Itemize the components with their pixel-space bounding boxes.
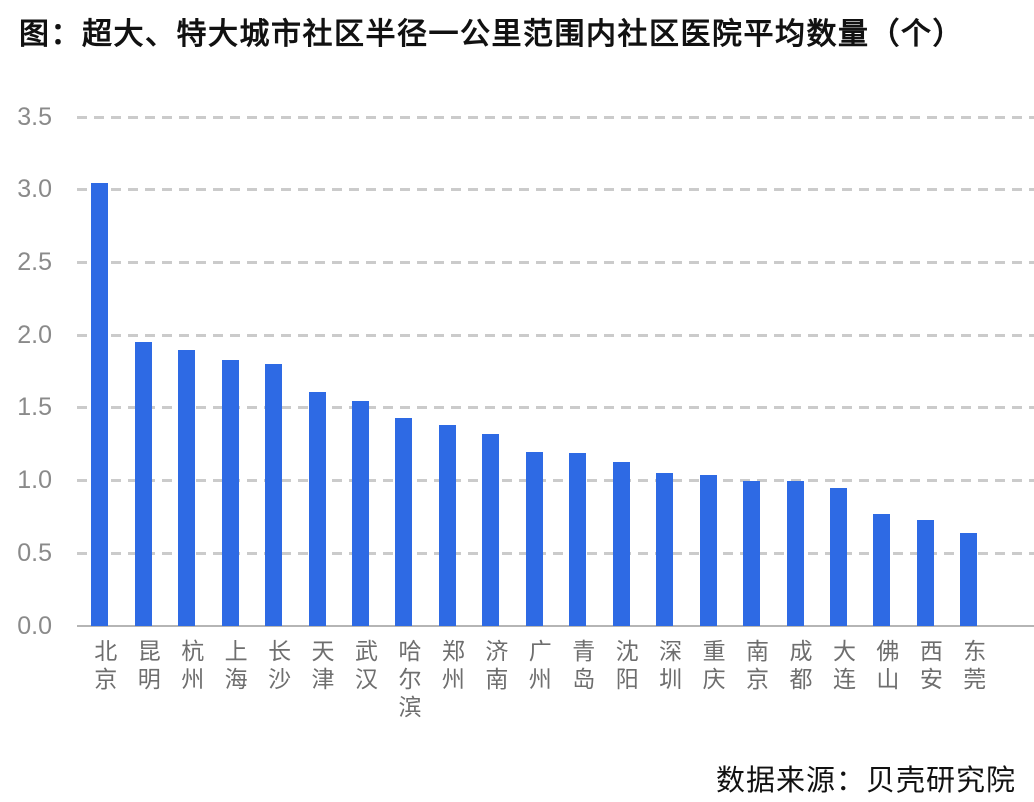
gridline	[77, 333, 1034, 337]
x-tick-label: 济南	[481, 639, 508, 695]
y-tick-label: 0.5	[17, 538, 52, 567]
y-tick-label: 2.5	[17, 248, 52, 276]
bar-郑州	[438, 425, 456, 626]
bar-哈尔滨	[395, 418, 413, 626]
bar-杭州	[178, 349, 196, 626]
x-tick-label: 郑州	[438, 639, 465, 695]
bar-昆明	[134, 342, 152, 626]
bar-西安	[916, 519, 934, 626]
gridline	[77, 261, 1034, 264]
bar-南京	[743, 480, 761, 626]
x-axis-line	[77, 625, 1034, 627]
chart-title: 图：超大、特大城市社区半径一公里范围内社区医院平均数量（个）	[19, 18, 964, 51]
bar-深圳	[656, 473, 674, 626]
bar-东莞	[960, 532, 978, 626]
x-tick-label: 西安	[916, 639, 943, 695]
x-tick-label: 重庆	[699, 639, 726, 695]
x-tick-label: 佛山	[872, 639, 899, 695]
gridline	[77, 479, 1034, 483]
x-tick-label: 武汉	[351, 639, 378, 695]
y-tick-label: 2.0	[17, 320, 52, 349]
x-tick-label: 杭州	[177, 639, 204, 695]
bar-成都	[786, 480, 804, 626]
bar-大连	[829, 487, 847, 626]
x-tick-label: 大连	[829, 639, 856, 695]
x-tick-label: 上海	[221, 639, 248, 695]
bar-青岛	[569, 452, 587, 626]
x-tick-label: 昆明	[134, 639, 161, 695]
bar-北京	[91, 182, 109, 626]
x-tick-label: 成都	[786, 639, 812, 695]
bar-济南	[482, 434, 500, 626]
x-tick-label: 北京	[90, 639, 117, 695]
x-tick-label: 天津	[308, 639, 335, 695]
bar-沈阳	[612, 461, 630, 626]
y-tick-label: 3.5	[17, 102, 52, 131]
bar-长沙	[265, 364, 283, 626]
y-tick-label: 3.0	[17, 175, 52, 204]
x-tick-label: 沈阳	[612, 639, 639, 695]
gridline	[77, 406, 1034, 410]
bar-重庆	[699, 474, 717, 626]
x-tick-label: 东莞	[959, 639, 986, 695]
y-tick-label: 1.0	[17, 466, 52, 495]
bar-广州	[525, 451, 543, 626]
bar-天津	[308, 391, 326, 626]
x-tick-label: 南京	[742, 639, 769, 695]
y-tick-label: 0.0	[17, 611, 52, 640]
x-tick-label: 长沙	[264, 639, 291, 695]
bar-佛山	[873, 514, 891, 626]
x-tick-label: 深圳	[655, 639, 682, 695]
bar-上海	[221, 359, 239, 626]
gridline	[77, 115, 1034, 119]
data-source-note: 数据来源：贝壳研究院	[715, 765, 1016, 797]
x-tick-label: 哈尔滨	[394, 639, 421, 723]
y-tick-label: 1.5	[17, 393, 52, 422]
gridline	[77, 188, 1034, 192]
bar-武汉	[352, 400, 369, 626]
x-tick-label: 青岛	[568, 639, 595, 695]
gridline	[77, 551, 1034, 555]
x-tick-label: 广州	[525, 639, 552, 695]
